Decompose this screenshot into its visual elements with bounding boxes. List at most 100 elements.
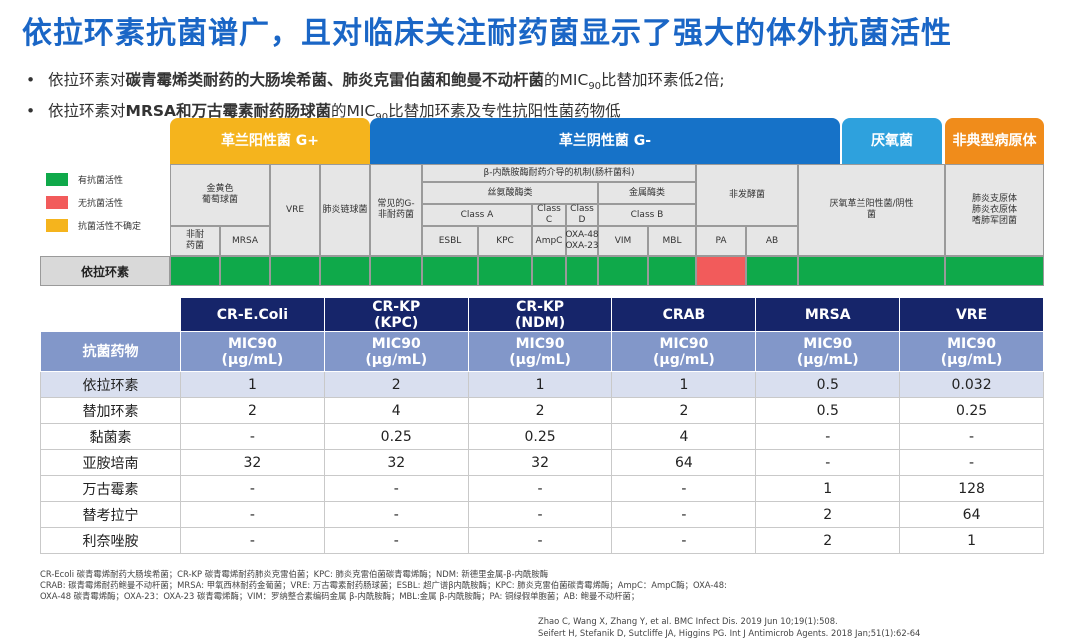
class-d-cell: Class D [566,204,598,226]
mic-value-cell: 0.25 [467,423,613,450]
mic-value-cell: - [611,527,757,554]
oxa-cell: OXA-48 OXA-23 [565,226,599,256]
mic-value-cell: 1 [755,475,901,502]
table-row: 替考拉宁 - - - -2 64 [40,501,1044,528]
mic-value-cell: - [467,501,613,528]
activity-cell [798,256,945,286]
mic-table-body: 依拉环素 1 2 1 1 0.5 0.032 替加环素 2 4 2 2 0.5 0.25 黏菌素 -0.25 0… [40,371,1044,554]
organism-header: CR-E.Coli [180,297,325,332]
metallo-cell: 金属酶类 [598,182,696,204]
mic-value-cell: - [180,475,325,502]
activity-cell [478,256,532,286]
activity-cell [566,256,598,286]
spectrum-table: 革兰阳性菌 G+ 革兰阴性菌 G- 厌氧菌 非典型病原体 有抗菌活性 无抗菌活性… [40,118,1044,286]
unit-header: MIC90 (μg/mL) [611,331,757,372]
drug-name-cell: 依拉环素 [40,371,181,398]
reference-line: Seifert H, Stefanik D, Sutcliffe JA, Hig… [538,628,921,638]
staph-cell: 金黄色 葡萄球菌 [170,164,270,226]
organism-header: CRAB [611,297,757,332]
drug-row-label: 依拉环素 [40,256,170,286]
mic-value-cell: 2 [180,397,325,424]
unit-header: MIC90 (μg/mL) [180,331,325,372]
class-b-cell: Class B [598,204,696,226]
mic-value-cell: 2 [755,527,901,554]
mic-value-cell: - [467,527,613,554]
footnote-line: OXA-48 碳青霉烯酶；OXA-23：OXA-23 碳青霉烯酶；VIM：罗纳整… [40,591,640,601]
mic-value-cell: 2 [323,371,469,398]
mic-value-cell: 1 [611,371,757,398]
anaerobe-header: 厌氧菌 [842,118,942,164]
footnote-line: CRAB: 碳青霉烯耐药鲍曼不动杆菌；MRSA: 甲氧西林耐药金葡菌；VRE: … [40,580,727,590]
mic-value-cell: 1 [899,527,1044,554]
drug-name-cell: 黏菌素 [40,423,181,450]
kpc-cell: KPC [478,226,532,256]
mic-value-cell: - [180,501,325,528]
activity-cell [220,256,270,286]
bullet-item: •依拉环素对MRSA和万古霉素耐药肠球菌的MIC90比替加环素及专性抗阳性菌药物… [26,102,621,123]
unit-header: MIC90 (μg/mL) [323,331,469,372]
footnote-line: CR-Ecoli 碳青霉烯耐药大肠埃希菌；CR-KP 碳青霉烯耐药肺炎克雷伯菌；… [40,569,549,579]
mic-value-cell: - [899,449,1044,476]
organism-header: MRSA [755,297,901,332]
mic-value-cell: - [611,501,757,528]
mic-value-cell: - [323,527,469,554]
unit-header: MIC90 (μg/mL) [899,331,1044,372]
blank-header [40,297,181,332]
pa-cell: PA [696,226,746,256]
activity-cell [370,256,422,286]
organism-header: VRE [899,297,1044,332]
common-gneg-cell: 常见的G- 非耐药菌 [370,164,422,256]
non-fermenter-cell: 非发酵菌 [696,164,798,226]
mic-value-cell: 32 [180,449,325,476]
mic-value-cell: 64 [899,501,1044,528]
gram-positive-header: 革兰阳性菌 G+ [170,118,370,164]
anaerobe-cell: 厌氧革兰阳性菌/阴性 菌 [798,164,945,256]
mic-value-cell: - [180,423,325,450]
atypical-header: 非典型病原体 [945,118,1044,164]
mic-value-cell: 1 [180,371,325,398]
mic-value-cell: 2 [467,397,613,424]
mic-value-cell: 64 [611,449,757,476]
drug-name-cell: 替考拉宁 [40,501,181,528]
mic-value-cell: 0.5 [755,371,901,398]
drug-name-cell: 替加环素 [40,397,181,424]
organism-header: CR-KP (KPC) [323,297,469,332]
mic-value-cell: 32 [467,449,613,476]
mic-value-cell: - [611,475,757,502]
drug-header: 抗菌药物 [40,331,181,372]
mic-value-cell: 0.032 [899,371,1044,398]
vim-cell: VIM [598,226,648,256]
drug-name-cell: 亚胺培南 [40,449,181,476]
organism-header-row: CR-E.Coli CR-KP (KPC) CR-KP (NDM) CRAB M… [40,297,1044,332]
legend-item: 有抗菌活性 [46,170,141,188]
table-row: 亚胺培南 32 32 32 64- - [40,449,1044,476]
activity-cell [648,256,696,286]
class-c-cell: Class C [532,204,566,226]
mic-value-cell: - [755,449,901,476]
drug-name-cell: 利奈唑胺 [40,527,181,554]
activity-cell [532,256,566,286]
mic-value-cell: 128 [899,475,1044,502]
staph-non-resistant-cell: 非耐 药菌 [170,226,220,256]
activity-cell [170,256,220,286]
vre-cell: VRE [270,164,320,256]
legend: 有抗菌活性 无抗菌活性 抗菌活性不确定 [46,170,141,239]
legend-swatch [46,218,68,232]
activity-cell [422,256,478,286]
ab-cell: AB [746,226,798,256]
gram-negative-header: 革兰阴性菌 G- [370,118,840,164]
mic-value-cell: 32 [323,449,469,476]
unit-header-row: 抗菌药物 MIC90 (μg/mL) MIC90 (μg/mL) MIC90 (… [40,331,1044,372]
mbl-cell: MBL [648,226,696,256]
mic-value-cell: 4 [323,397,469,424]
serine-cell: 丝氨酸酶类 [422,182,598,204]
mic-table: CR-E.Coli CR-KP (KPC) CR-KP (NDM) CRAB M… [40,297,1044,554]
legend-swatch [46,172,68,186]
activity-cell [945,256,1044,286]
spectrum-grid: 金黄色 葡萄球菌 非耐 药菌 MRSA VRE 肺炎链球菌 常见的G- 非耐药菌… [170,164,1044,286]
references: Zhao C, Wang X, Zhang Y, et al. BMC Infe… [538,615,920,639]
unit-header: MIC90 (μg/mL) [467,331,613,372]
activity-cell [320,256,370,286]
mic-value-cell: - [323,501,469,528]
mic-value-cell: 0.25 [323,423,469,450]
